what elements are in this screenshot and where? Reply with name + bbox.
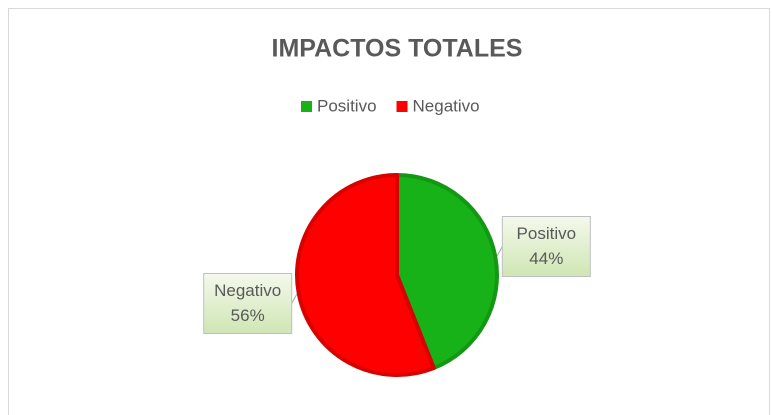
- legend-label: Positivo: [317, 96, 377, 115]
- label-value: 44%: [529, 249, 563, 268]
- label-category: Positivo: [517, 224, 577, 243]
- pie: [295, 173, 499, 377]
- label-box: [203, 272, 293, 334]
- legend: Positivo Negativo: [301, 96, 480, 115]
- data-labels: Positivo 44% Negativo 56%: [203, 216, 591, 334]
- legend-label: Negativo: [413, 96, 480, 115]
- leader-line: [291, 293, 298, 304]
- chart-title: IMPACTOS TOTALES: [272, 35, 523, 63]
- label-box: [501, 216, 591, 278]
- leader-line: [496, 246, 503, 257]
- label-category: Negativo: [214, 281, 281, 300]
- label-value: 56%: [231, 306, 265, 325]
- pie-slice: [395, 173, 499, 370]
- legend-swatch: [396, 101, 408, 112]
- pie-slice: [295, 173, 436, 377]
- legend-swatch: [301, 101, 312, 112]
